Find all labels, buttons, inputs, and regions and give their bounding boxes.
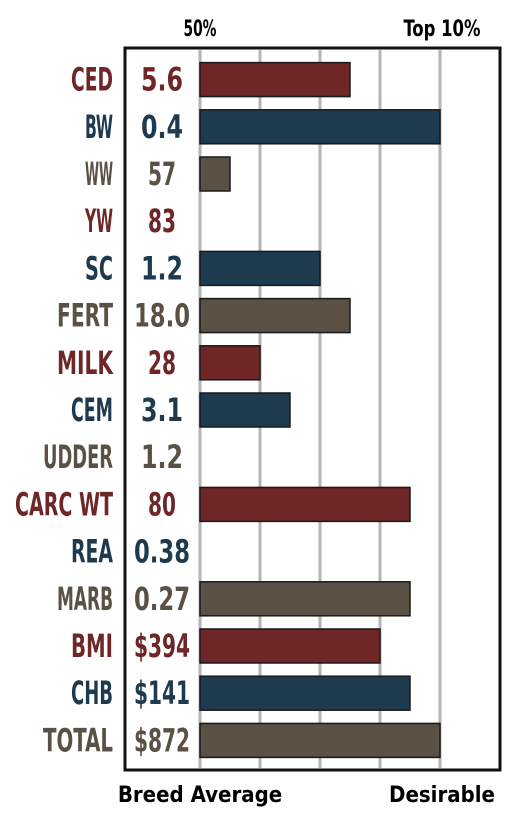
- value-label: $141: [134, 674, 190, 712]
- bar-carc-wt: [199, 486, 411, 523]
- category-label: BMI: [71, 627, 113, 665]
- value-labels: 5.6 0.4 57 83 1.2 18.0 28 3.1 1.2 80 0.38 0.27 $394 $…: [134, 61, 190, 760]
- bars: [199, 61, 441, 759]
- header-50-percent-label: 50%: [184, 17, 217, 42]
- category-label: CARC WT: [15, 485, 113, 523]
- category-label: MILK: [57, 344, 114, 382]
- bar-sc: [199, 250, 321, 287]
- category-label: FERT: [57, 297, 113, 335]
- value-label: $872: [134, 721, 190, 759]
- value-label: $394: [134, 627, 190, 665]
- category-label: YW: [84, 202, 113, 240]
- category-label: REA: [71, 533, 113, 571]
- category-label: CED: [71, 61, 113, 99]
- bar-ww: [199, 156, 231, 192]
- category-label: CHB: [71, 674, 113, 712]
- value-label: 18.0: [134, 297, 190, 335]
- bar-chb: [199, 675, 411, 711]
- value-label: 0.27: [134, 580, 190, 618]
- value-label: 28: [148, 344, 176, 382]
- value-label: 5.6: [141, 61, 183, 99]
- value-label: 80: [148, 485, 176, 523]
- category-label: SC: [85, 249, 113, 287]
- category-label: BW: [85, 108, 113, 146]
- category-label: UDDER: [43, 438, 113, 476]
- bar-bw: [199, 109, 441, 145]
- bar-bmi: [199, 628, 381, 664]
- bar-ced: [199, 61, 351, 98]
- value-label: 1.2: [141, 249, 183, 287]
- footer-breed-average-label: Breed Average: [118, 783, 282, 808]
- header-top-10-label: Top 10%: [404, 17, 481, 42]
- bar-milk: [199, 345, 261, 381]
- bar-marb: [199, 581, 411, 617]
- category-labels: CED BW WW YW SC FERT MILK CEM UDDER CARC WT REA MAR…: [15, 61, 114, 760]
- category-label: TOTAL: [43, 721, 113, 759]
- value-label: 57: [148, 155, 176, 193]
- bar-cem: [199, 392, 291, 428]
- bar-total: [199, 722, 441, 759]
- value-label: 0.38: [134, 533, 190, 571]
- category-label: WW: [85, 155, 113, 193]
- category-label: MARB: [57, 580, 113, 618]
- value-label: 83: [148, 202, 176, 240]
- chart-frame: [123, 46, 502, 772]
- footer-desirable-label: Desirable: [389, 783, 495, 808]
- bar-fert: [199, 297, 351, 334]
- value-label: 0.4: [141, 108, 183, 146]
- value-label: 3.1: [141, 391, 183, 429]
- category-label: CEM: [71, 391, 113, 429]
- value-label: 1.2: [141, 438, 183, 476]
